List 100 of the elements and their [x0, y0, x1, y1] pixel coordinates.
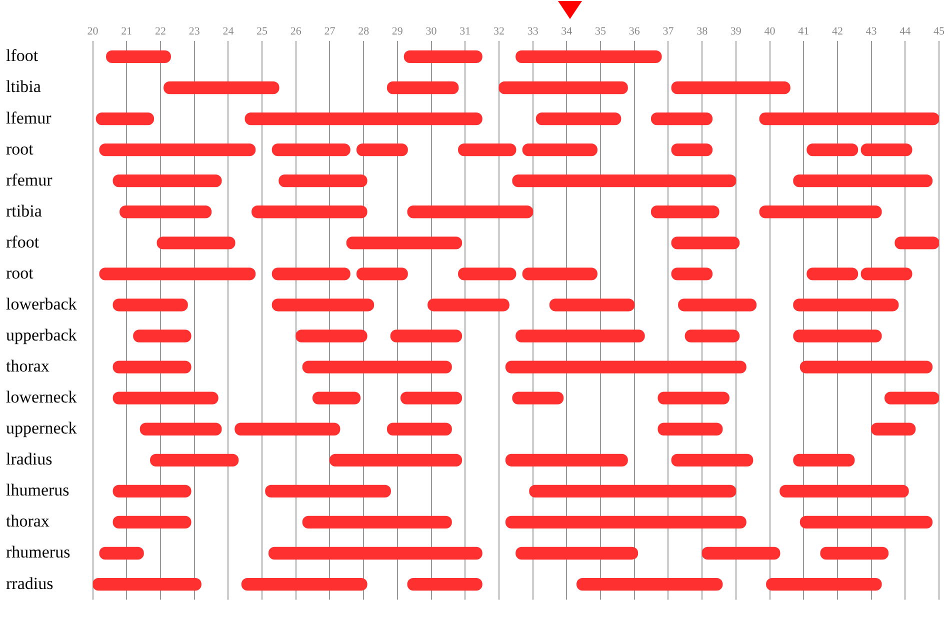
bar: [793, 454, 855, 466]
x-tick-label: 34: [561, 25, 573, 38]
bar: [390, 330, 462, 342]
bar: [272, 143, 350, 156]
y-tick-label: thorax: [6, 356, 50, 376]
x-tick-label: 27: [324, 25, 336, 38]
y-tick-label: lhumerus: [6, 480, 70, 500]
bar: [650, 112, 713, 126]
y-tick-label: lfemur: [6, 108, 52, 128]
bar: [759, 206, 882, 218]
x-tick-label: 29: [392, 25, 404, 38]
bar: [516, 50, 662, 64]
y-tick-label: rfoot: [6, 232, 40, 252]
bar: [150, 454, 239, 466]
y-tick-label: rradius: [6, 574, 54, 593]
bar: [759, 112, 939, 126]
x-tick-label: 30: [426, 25, 438, 38]
x-tick-label: 35: [595, 25, 607, 38]
y-tick-label: rtibia: [6, 201, 42, 220]
bar: [407, 578, 482, 591]
bar: [112, 360, 192, 374]
bar: [516, 546, 638, 560]
y-tick-label: lowerneck: [6, 388, 78, 407]
bar: [860, 268, 912, 280]
bar: [99, 268, 256, 280]
bar: [806, 268, 858, 280]
bar: [386, 81, 459, 94]
bar: [780, 484, 909, 498]
bar: [522, 268, 598, 280]
bar: [120, 206, 212, 218]
bar: [312, 392, 361, 404]
bar: [894, 236, 939, 250]
bar: [244, 112, 482, 126]
x-tick-label: 28: [358, 25, 370, 38]
bar: [272, 268, 350, 280]
x-tick-label: 40: [764, 25, 776, 38]
bar: [766, 578, 882, 591]
x-tick-label: 36: [628, 25, 640, 38]
x-tick-label: 44: [900, 25, 912, 38]
x-tick-label: 45: [934, 25, 945, 38]
bar: [268, 546, 482, 560]
y-tick-label: ltibia: [6, 77, 42, 96]
bar: [671, 81, 790, 94]
x-tick-label: 26: [290, 25, 302, 38]
bar: [428, 298, 510, 312]
bar: [346, 236, 462, 250]
bar: [329, 454, 462, 466]
x-tick-label: 38: [696, 25, 708, 38]
bar: [658, 392, 730, 404]
bar: [884, 392, 939, 404]
x-tick-label: 42: [832, 25, 843, 38]
bar: [265, 484, 391, 498]
x-tick-label: 31: [460, 25, 471, 38]
y-tick-label: thorax: [6, 512, 50, 531]
bar: [302, 360, 452, 374]
bar: [512, 392, 564, 404]
bar: [702, 546, 780, 560]
bar: [793, 298, 899, 312]
bar: [658, 422, 723, 436]
bar: [234, 422, 340, 436]
x-tick-label: 21: [121, 25, 132, 38]
bar: [112, 516, 192, 529]
bar: [99, 143, 256, 156]
bar: [112, 484, 192, 498]
bar: [529, 484, 736, 498]
bar: [386, 422, 452, 436]
x-tick-label: 22: [154, 25, 166, 38]
bar: [92, 578, 202, 591]
bar: [671, 268, 713, 280]
bar: [793, 174, 933, 188]
bar: [252, 206, 368, 218]
x-tick-label: 37: [662, 25, 674, 38]
x-tick-label: 39: [730, 25, 742, 38]
bar: [96, 112, 154, 126]
y-tick-label: rfemur: [6, 170, 53, 190]
bar: [407, 206, 534, 218]
y-tick-label: root: [6, 263, 34, 282]
bar: [505, 516, 746, 529]
bar: [140, 422, 222, 436]
bar: [156, 236, 236, 250]
bar: [458, 143, 516, 156]
bar: [505, 360, 746, 374]
bar: [678, 298, 757, 312]
x-tick-label: 41: [798, 25, 810, 38]
bar: [106, 50, 171, 64]
y-tick-label: root: [6, 139, 34, 158]
bar: [820, 546, 889, 560]
bar: [549, 298, 635, 312]
bar: [278, 174, 368, 188]
x-tick-label: 20: [87, 25, 99, 38]
bar: [458, 268, 516, 280]
bar: [860, 143, 912, 156]
bar: [800, 516, 933, 529]
bar: [536, 112, 622, 126]
bar: [793, 330, 882, 342]
bar: [112, 174, 222, 188]
bar: [512, 174, 736, 188]
bar: [164, 81, 280, 94]
bar: [870, 422, 916, 436]
x-tick-label: 23: [188, 25, 200, 38]
